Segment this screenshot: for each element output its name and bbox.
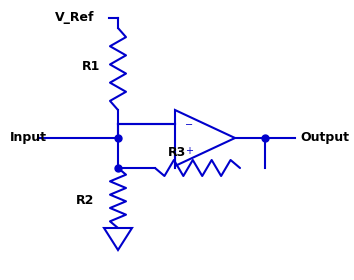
Text: +: + [185, 146, 193, 156]
Text: Input: Input [10, 132, 47, 144]
Text: V_Ref: V_Ref [55, 11, 95, 25]
Text: R3: R3 [168, 146, 186, 158]
Text: Output: Output [300, 132, 349, 144]
Text: R2: R2 [76, 193, 95, 207]
Text: −: − [185, 120, 193, 130]
Text: R1: R1 [82, 60, 101, 74]
